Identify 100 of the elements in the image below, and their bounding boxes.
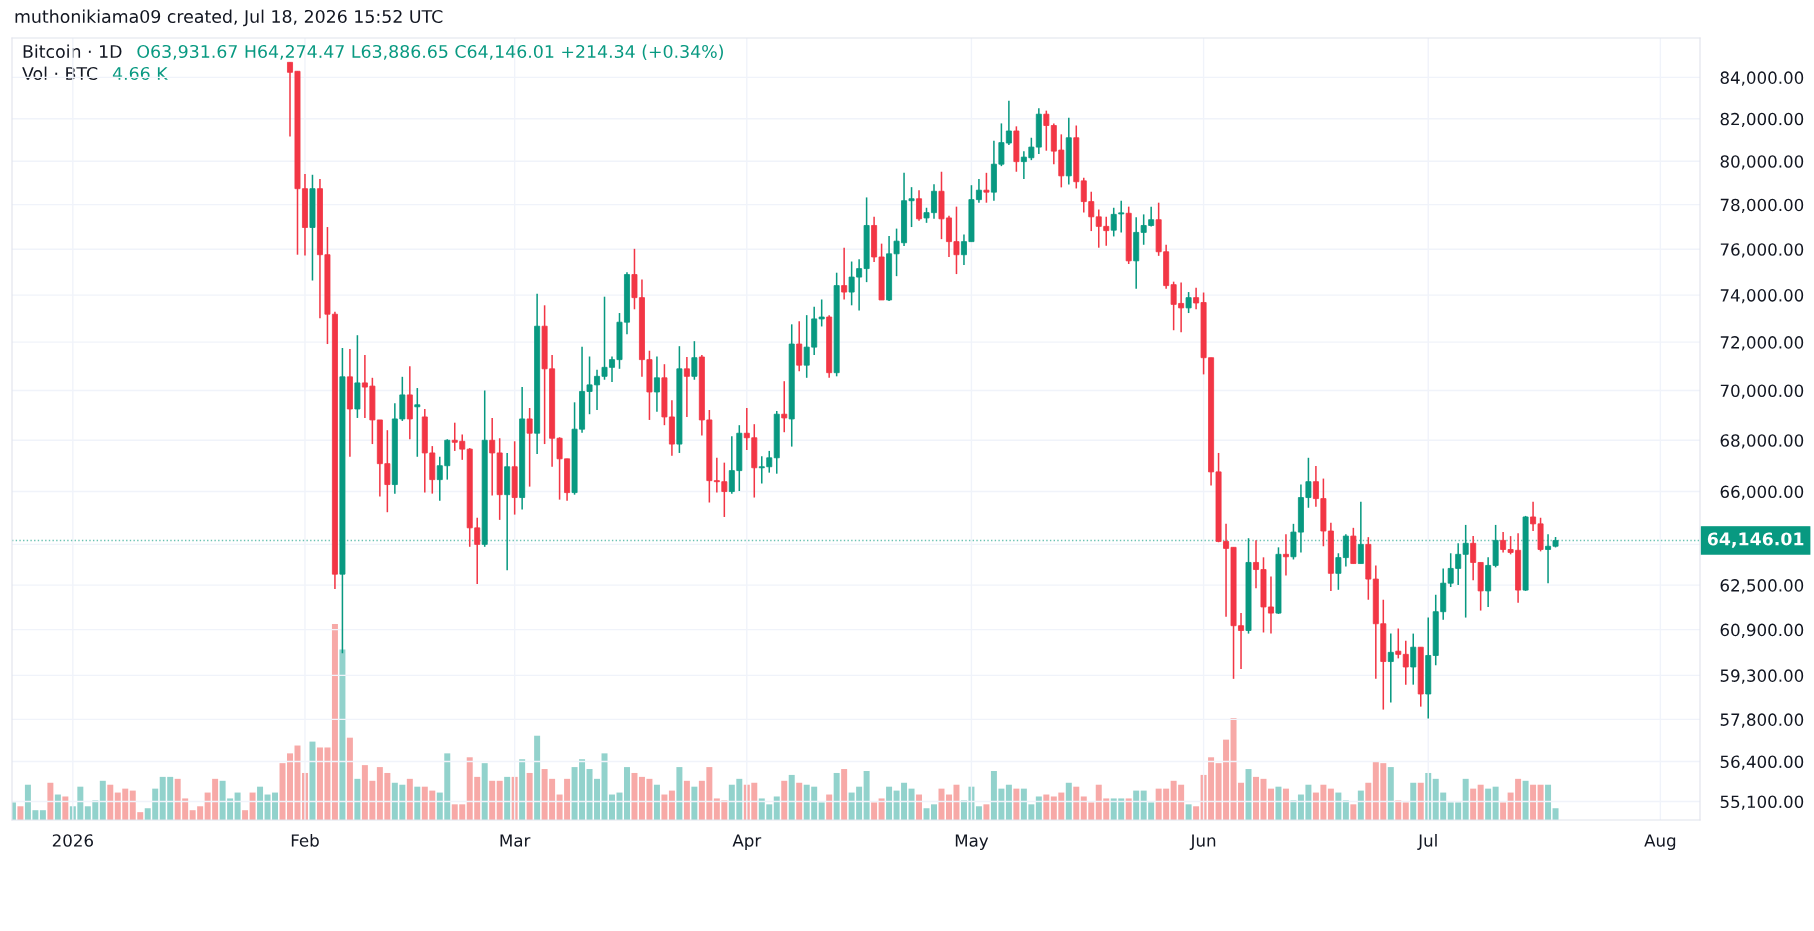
chart-title: Bitcoin · 1D	[23, 44, 122, 59]
bar	[1477, 784, 1484, 820]
bar	[1335, 792, 1342, 820]
candlestick	[1402, 639, 1409, 686]
bar	[414, 786, 421, 820]
candlestick	[1395, 627, 1402, 660]
bar	[242, 810, 249, 820]
bar	[1267, 788, 1274, 820]
bar	[668, 790, 675, 820]
bar	[1133, 790, 1140, 820]
bar	[1013, 788, 1020, 820]
bar	[1282, 788, 1289, 820]
bar	[818, 802, 825, 820]
bar	[107, 784, 114, 820]
bar	[983, 804, 990, 820]
bar	[504, 776, 511, 820]
bar	[54, 794, 61, 820]
bar	[691, 786, 698, 820]
bar	[481, 763, 488, 820]
bar	[1462, 778, 1469, 820]
x-tick-label: Mar	[500, 834, 531, 847]
bar	[878, 798, 885, 820]
bar	[916, 794, 923, 820]
bar	[796, 782, 803, 820]
bar	[773, 796, 780, 820]
bar	[331, 624, 338, 820]
bar	[871, 802, 878, 820]
bar	[39, 810, 46, 820]
bar	[47, 782, 54, 820]
candlestick	[1410, 632, 1417, 686]
bar	[1530, 784, 1537, 820]
annotation: O63,931.67 H64,274.47 L63,886.65 C64,146.01 +214.34 (+0.34%)	[137, 44, 723, 61]
y-tick-label: 59,300.00	[1720, 669, 1804, 684]
bar	[309, 741, 316, 820]
candlestick	[1282, 533, 1289, 577]
bar	[1522, 780, 1529, 820]
y-tick-label: 60,900.00	[1720, 623, 1804, 638]
bar	[781, 780, 788, 820]
bar	[1185, 804, 1192, 820]
y-tick-label: 55,100.00	[1720, 795, 1804, 810]
bar	[1402, 802, 1409, 820]
bar	[346, 737, 353, 820]
bar	[1245, 769, 1252, 820]
y-tick-label: 78,000.00	[1720, 198, 1804, 213]
bar	[249, 792, 256, 820]
bar	[676, 767, 683, 820]
candlestick	[653, 355, 660, 413]
y-tick-label: 82,000.00	[1720, 112, 1804, 128]
bar	[1470, 788, 1477, 820]
candlestick	[781, 380, 788, 433]
bar	[489, 780, 496, 820]
bar	[99, 780, 106, 820]
y-tick-label: 72,000.00	[1720, 336, 1804, 351]
candlestick	[683, 356, 690, 418]
bar	[886, 786, 893, 820]
bar	[1357, 790, 1364, 820]
x-tick-label: Jun	[1189, 834, 1216, 850]
bar	[1417, 782, 1424, 820]
bar	[1065, 782, 1072, 820]
bar	[1500, 802, 1507, 820]
bar	[1327, 788, 1334, 820]
bar	[631, 772, 638, 820]
bar	[1537, 784, 1544, 820]
bar	[257, 786, 264, 820]
bar	[1387, 767, 1394, 820]
y-tick-label: 66,000.00	[1720, 485, 1804, 500]
bar	[1125, 798, 1132, 820]
candlestick	[526, 407, 533, 488]
bar	[1395, 800, 1402, 820]
y-tick-label: 68,000.00	[1720, 434, 1804, 449]
x-tick-label: 2026	[52, 834, 93, 847]
bar	[908, 788, 915, 820]
text: muthonikiama09 created, Jul 18, 2026 15:52 UTC	[15, 9, 443, 27]
x-tick-label: Jul	[1417, 833, 1437, 850]
bar	[683, 780, 690, 820]
candlestick	[796, 320, 803, 372]
bar	[534, 735, 541, 820]
bar	[863, 771, 870, 820]
bar	[17, 806, 24, 820]
bar	[1275, 786, 1282, 820]
candlestick	[414, 387, 421, 458]
bar	[519, 759, 526, 820]
ref-line-label: 64,146.01	[1707, 532, 1804, 548]
bar	[1365, 782, 1372, 820]
x-tick-label: May	[955, 834, 989, 851]
x-tick-label: Aug	[1644, 834, 1676, 851]
y-tick-label: 62,500.00	[1720, 579, 1804, 594]
bar	[1552, 808, 1559, 820]
bar	[1005, 784, 1012, 820]
bar	[938, 788, 945, 820]
y-tick-label: 57,800.00	[1720, 713, 1804, 728]
x-tick-label: Apr	[732, 834, 762, 851]
candlestick	[1387, 632, 1394, 704]
bar	[234, 792, 241, 820]
bar	[1410, 782, 1417, 820]
bar	[1290, 800, 1297, 820]
bar	[406, 778, 413, 820]
bar	[1193, 806, 1200, 820]
x-tick-label: Feb	[291, 833, 319, 847]
y-tick-label: 56,400.00	[1720, 755, 1804, 770]
